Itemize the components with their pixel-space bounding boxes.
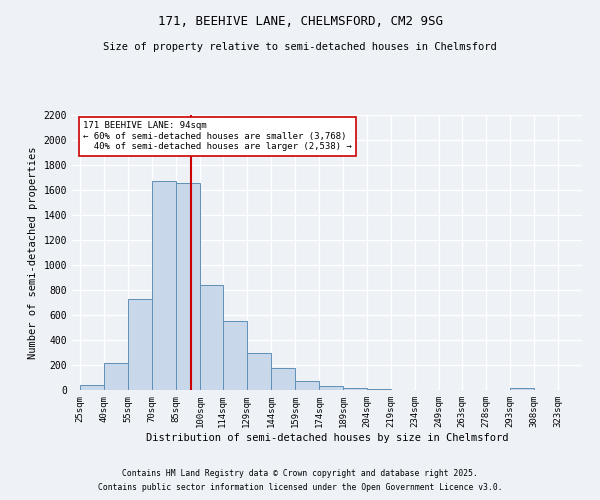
Bar <box>152 181 176 390</box>
Bar <box>247 353 271 390</box>
Bar <box>343 388 367 390</box>
Text: Size of property relative to semi-detached houses in Chelmsford: Size of property relative to semi-detach… <box>103 42 497 52</box>
Bar <box>176 182 200 390</box>
Bar <box>295 381 319 390</box>
X-axis label: Distribution of semi-detached houses by size in Chelmsford: Distribution of semi-detached houses by … <box>146 432 508 442</box>
Text: 171 BEEHIVE LANE: 94sqm
← 60% of semi-detached houses are smaller (3,768)
  40% : 171 BEEHIVE LANE: 94sqm ← 60% of semi-de… <box>83 121 352 151</box>
Bar <box>271 368 295 390</box>
Bar <box>200 285 223 390</box>
Text: Contains HM Land Registry data © Crown copyright and database right 2025.: Contains HM Land Registry data © Crown c… <box>122 468 478 477</box>
Bar <box>510 388 534 390</box>
Bar <box>104 362 128 390</box>
Text: 171, BEEHIVE LANE, CHELMSFORD, CM2 9SG: 171, BEEHIVE LANE, CHELMSFORD, CM2 9SG <box>157 15 443 28</box>
Text: Contains public sector information licensed under the Open Government Licence v3: Contains public sector information licen… <box>98 484 502 492</box>
Bar <box>80 385 104 390</box>
Bar <box>319 386 343 390</box>
Y-axis label: Number of semi-detached properties: Number of semi-detached properties <box>28 146 38 359</box>
Bar <box>223 320 247 390</box>
Bar <box>128 298 152 390</box>
